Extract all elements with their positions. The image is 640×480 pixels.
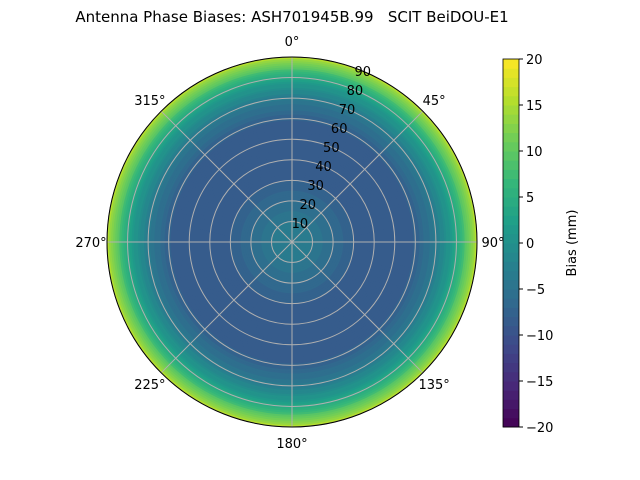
colorbar-segment bbox=[503, 390, 519, 400]
colorbar-tick-label: 0 bbox=[526, 237, 534, 252]
colorbar-segment bbox=[503, 316, 519, 327]
colorbar-segment bbox=[503, 325, 519, 336]
colorbar-tick-label: 10 bbox=[526, 145, 543, 160]
radial-tick-label: 40 bbox=[315, 160, 332, 175]
chart-title: Antenna Phase Biases: ASH701945B.99 SCIT… bbox=[75, 8, 509, 26]
angular-gridline bbox=[291, 110, 424, 243]
colorbar-segment bbox=[503, 233, 519, 244]
colorbar-segment bbox=[503, 123, 519, 134]
colorbar-segment bbox=[503, 187, 519, 198]
colorbar-segment bbox=[503, 132, 519, 143]
angle-tick-label: 225° bbox=[134, 378, 165, 393]
colorbar-label: Bias (mm) bbox=[565, 210, 580, 277]
colorbar-segment bbox=[503, 353, 519, 364]
radial-tick-label: 30 bbox=[307, 179, 324, 194]
radial-tick-label: 10 bbox=[292, 217, 309, 232]
colorbar-tick-label: 20 bbox=[526, 53, 543, 68]
colorbar-segment bbox=[503, 86, 519, 97]
colorbar-segment bbox=[503, 197, 519, 207]
angle-tick-label: 0° bbox=[285, 35, 300, 50]
colorbar-tick-label: −10 bbox=[526, 329, 553, 344]
colorbar-tick-label: 15 bbox=[526, 99, 543, 114]
colorbar-segment bbox=[503, 160, 519, 170]
colorbar-segment bbox=[503, 206, 519, 216]
angle-tick-label: 90° bbox=[481, 236, 504, 251]
colorbar-segment bbox=[503, 169, 519, 180]
colorbar-segment bbox=[503, 114, 519, 124]
colorbar-segment bbox=[503, 408, 519, 419]
colorbar-segment bbox=[503, 417, 519, 428]
colorbar-segment bbox=[503, 59, 519, 69]
radial-tick-label: 70 bbox=[339, 103, 356, 118]
angle-tick-label: 135° bbox=[418, 378, 449, 393]
colorbar-segment bbox=[503, 215, 519, 226]
colorbar-segment bbox=[503, 178, 519, 189]
grid bbox=[106, 56, 478, 428]
colorbar-tick-label: −5 bbox=[526, 283, 545, 298]
colorbar-segment bbox=[503, 243, 519, 253]
colorbar-segment bbox=[503, 335, 519, 345]
colorbar-tick-label: −20 bbox=[526, 421, 553, 436]
angle-tick-label: 180° bbox=[276, 437, 307, 452]
colorbar-segment bbox=[503, 151, 519, 161]
colorbar-segment bbox=[503, 362, 519, 373]
colorbar-segment bbox=[503, 298, 519, 308]
polar-frame bbox=[106, 56, 478, 428]
angle-tick-label: 270° bbox=[75, 236, 106, 251]
radial-tick-label: 90 bbox=[355, 65, 372, 80]
colorbar-segment bbox=[503, 105, 519, 115]
colorbar-segment bbox=[503, 68, 519, 78]
colorbar-segment bbox=[503, 261, 519, 272]
colorbar-segment bbox=[503, 270, 519, 281]
colorbar-segment bbox=[503, 289, 519, 299]
colorbar: 20 15 10 5 0 −5 −10 −15 −20 Bias (mm) bbox=[502, 53, 580, 436]
colorbar-tick-label: 5 bbox=[526, 191, 534, 206]
radial-tick-label: 80 bbox=[347, 84, 364, 99]
angular-gridline bbox=[291, 241, 424, 374]
colorbar-segment bbox=[503, 344, 519, 354]
angle-tick-label: 315° bbox=[134, 94, 165, 109]
colorbar-segment bbox=[503, 381, 519, 391]
radial-tick-label: 20 bbox=[299, 198, 316, 213]
colorbar-segment bbox=[503, 77, 519, 88]
colorbar-segment bbox=[503, 224, 519, 235]
colorbar-segment bbox=[503, 279, 519, 290]
colorbar-segment bbox=[503, 399, 519, 410]
radial-tick-label: 50 bbox=[323, 141, 340, 156]
angular-gridline bbox=[160, 110, 293, 243]
angle-tick-label: 45° bbox=[423, 94, 446, 109]
colorbar-segment bbox=[503, 307, 519, 318]
radial-tick-label: 60 bbox=[331, 122, 348, 137]
angular-gridline bbox=[160, 241, 293, 374]
colorbar-segment bbox=[503, 371, 519, 382]
colorbar-segment bbox=[503, 141, 519, 152]
colorbar-tick-label: −15 bbox=[526, 375, 553, 390]
colorbar-segment bbox=[503, 95, 519, 106]
colorbar-segment bbox=[503, 252, 519, 262]
